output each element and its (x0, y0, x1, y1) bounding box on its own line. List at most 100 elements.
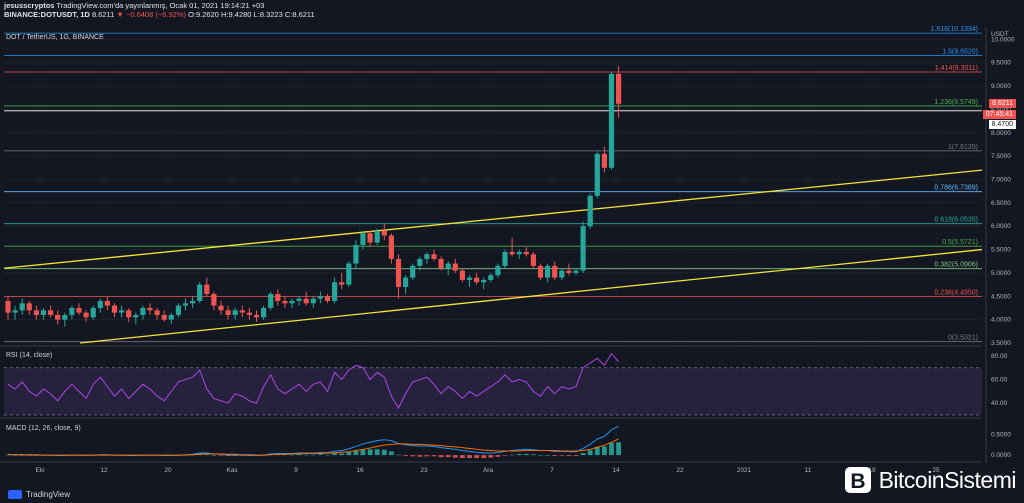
macd-histogram-bar (594, 446, 600, 456)
time-tick-label: 16 (356, 467, 364, 474)
macd-histogram-bar (538, 455, 543, 456)
last-price: 8.6211 (91, 10, 115, 19)
candle-body (268, 293, 274, 308)
candle-body (381, 230, 387, 236)
macd-histogram-bar (580, 453, 586, 456)
candle-body (353, 244, 359, 264)
macd-histogram-bar (325, 454, 330, 456)
macd-histogram-bar (396, 454, 401, 456)
time-tick-label: 9 (294, 467, 298, 474)
macd-histogram-bar (573, 455, 579, 456)
macd-histogram-bar (460, 455, 465, 458)
price-tick-label: 9.5000 (991, 60, 1011, 67)
candle-body (90, 307, 96, 318)
candle-body (431, 254, 437, 259)
macd-histogram-bar (403, 455, 408, 456)
time-tick-label: 20 (164, 467, 172, 474)
signal-line (8, 438, 619, 456)
time-tick-label: 19 (868, 467, 876, 474)
candle-body (310, 298, 316, 304)
candle-body (232, 310, 238, 315)
price-tick-label: 8.5000 (991, 106, 1011, 113)
tradingview-footer[interactable]: TradingView (8, 490, 70, 499)
countdown-tag: 07:45:41 (982, 110, 1016, 119)
candle-body (495, 265, 501, 276)
macd-histogram-bar (566, 455, 572, 456)
rsi-line (7, 352, 619, 409)
macd-histogram-bar (602, 446, 607, 456)
macd-tick-label: 0.0000 (991, 452, 1011, 459)
candle-body (76, 307, 82, 313)
candle-body (474, 277, 480, 283)
candle-body (275, 293, 281, 301)
macd-histogram-bar (367, 449, 373, 456)
candle-body (573, 270, 579, 273)
published-info: TradingView.com'da yayınlanmış, Ocak 01,… (56, 1, 265, 10)
macd-histogram-bar (438, 455, 444, 458)
candle-body (97, 300, 103, 308)
price-tick-label: 5.0000 (991, 270, 1011, 277)
candle-body (48, 310, 54, 315)
candle-body (545, 265, 551, 278)
candle-body (147, 307, 153, 311)
candle-body (317, 296, 323, 299)
candle-body (225, 310, 231, 315)
candle-body (62, 314, 68, 320)
tradingview-brand: TradingView (26, 490, 71, 499)
candle-body (211, 293, 217, 306)
fib-label: 0.786(6.7389) (934, 185, 978, 192)
price-tick-label: 10.0000 (991, 36, 1015, 43)
chart-header: jesusscryptos TradingView.com'da yayınla… (4, 1, 315, 19)
candle-body (26, 303, 32, 311)
macd-histogram-bar (495, 455, 501, 457)
candle-body (601, 153, 607, 168)
candle-body (83, 312, 89, 318)
time-tick-label: 12 (100, 467, 108, 474)
macd-histogram-bar (531, 454, 536, 456)
candle-body (324, 296, 331, 301)
author: jesusscryptos (4, 1, 55, 10)
candle-body (403, 277, 409, 287)
macd-histogram-bar (289, 454, 295, 456)
price-tick-label: 3.5000 (991, 340, 1011, 347)
macd-histogram-bar (339, 453, 345, 456)
candle-body (253, 314, 260, 318)
candle-body (410, 265, 416, 278)
fib-label: 0.236(4.4950) (934, 290, 978, 297)
macd-histogram-bar (609, 442, 614, 456)
macd-tick-label: 0.5000 (991, 431, 1011, 438)
macd-histogram-bar (523, 453, 529, 456)
candle-body (218, 305, 224, 311)
time-tick-label: 22 (676, 467, 684, 474)
macd-histogram-bar (552, 455, 558, 456)
candle-body (332, 282, 338, 301)
symbol: BINANCE:DOTUSDT, 1D (4, 10, 90, 19)
candle-body (395, 258, 402, 287)
candle-body (289, 300, 295, 304)
macd-histogram-bar (474, 455, 479, 458)
candle-body (296, 298, 302, 301)
candle-body (40, 310, 47, 315)
candle-body (374, 230, 380, 243)
macd-histogram-bar (218, 455, 224, 456)
candle-body (133, 314, 139, 318)
macd-histogram-bar (353, 450, 359, 456)
candle-body (523, 251, 529, 255)
candle-body (580, 226, 586, 271)
candle-body (552, 265, 558, 278)
channel-lower-line (79, 248, 983, 344)
macd-histogram-bar (417, 455, 423, 457)
rsi-tick-label: 60.00 (991, 377, 1008, 384)
macd-histogram-bar (431, 455, 437, 457)
currency-label: USDT (991, 31, 1009, 38)
reference-price-tag: 8.4700 (988, 120, 1016, 129)
price-tick-label: 7.5000 (991, 153, 1011, 160)
candle-body (509, 251, 515, 255)
price-tick-label: 7.0000 (991, 176, 1011, 183)
macd-histogram-bar (318, 454, 323, 456)
candle-body (175, 305, 181, 315)
macd-histogram-bar (559, 455, 565, 456)
time-tick-label: 14 (612, 467, 620, 474)
macd-histogram-bar (360, 449, 366, 456)
